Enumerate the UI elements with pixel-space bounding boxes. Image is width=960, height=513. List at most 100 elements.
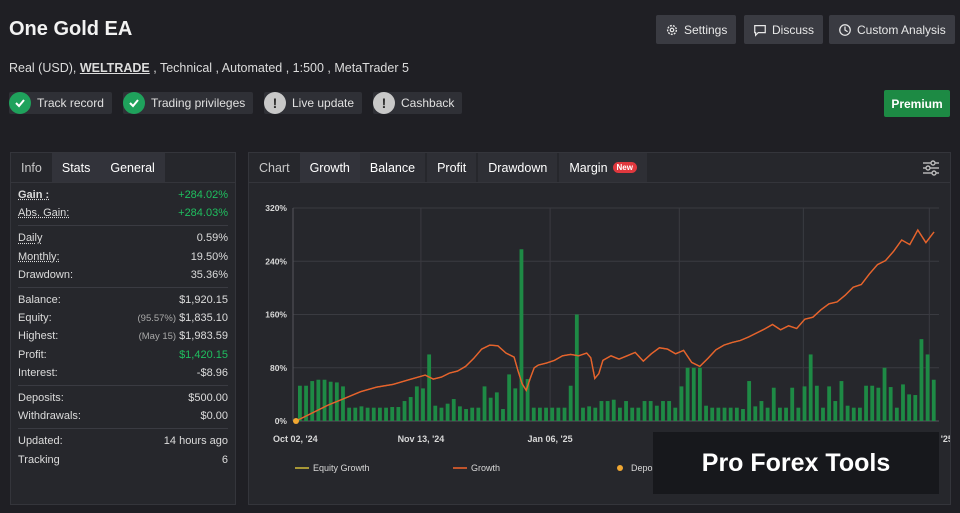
daily-bar <box>316 379 321 421</box>
filter-sliders-icon[interactable] <box>922 159 940 177</box>
tab-drawdown[interactable]: Drawdown <box>478 153 558 182</box>
tab-chart[interactable]: Chart <box>259 160 290 175</box>
stat-value: 6 <box>221 453 228 466</box>
stat-profit: Profit: $1,420.15 <box>18 346 228 364</box>
daily-bar <box>562 407 567 421</box>
account-subtitle: Real (USD), WELTRADE , Technical , Autom… <box>9 61 409 75</box>
stat-label[interactable]: Gain : <box>18 189 50 202</box>
daily-bar <box>402 401 407 421</box>
custom-analysis-button[interactable]: Custom Analysis <box>829 15 955 44</box>
daily-bar <box>408 397 413 421</box>
daily-bar <box>814 385 819 421</box>
daily-bar <box>341 386 345 421</box>
daily-bar <box>359 406 364 421</box>
y-tick-label: 0% <box>275 416 288 426</box>
tab-balance[interactable]: Balance <box>359 153 426 182</box>
badge-track-record[interactable]: Track record <box>9 92 112 114</box>
stat-tracking: Tracking 6 <box>18 450 228 468</box>
daily-bar <box>298 385 302 421</box>
daily-bar <box>519 249 524 421</box>
daily-bar <box>802 386 807 421</box>
stat-monthly: Monthly: 19.50% <box>18 248 228 266</box>
daily-bar <box>513 388 518 421</box>
stat-value: $500.00 <box>188 391 228 404</box>
daily-bar <box>894 407 899 421</box>
y-tick-label: 320% <box>265 203 287 213</box>
daily-bar <box>544 407 548 421</box>
stats-panel: Info Stats General Gain : +284.02% Abs. G… <box>10 152 236 505</box>
tab-growth[interactable]: Growth <box>299 153 360 182</box>
chat-icon <box>754 24 766 37</box>
stat-equity: Equity: (95.57%) $1,835.10 <box>18 309 228 327</box>
stat-interest: Interest: -$8.96 <box>18 364 228 382</box>
stat-label: Tracking <box>18 453 60 466</box>
stat-value: $1,835.10 <box>179 312 228 325</box>
settings-button[interactable]: Settings <box>656 15 737 44</box>
daily-bar <box>353 407 358 421</box>
daily-bar <box>778 407 782 421</box>
stat-value: +284.03% <box>178 207 228 220</box>
daily-bar <box>845 405 850 421</box>
new-badge: New <box>612 162 637 173</box>
tab-margin[interactable]: Margin New <box>559 153 647 182</box>
daily-bar <box>482 386 487 421</box>
daily-bar <box>451 399 456 421</box>
check-icon <box>9 92 31 114</box>
daily-bar <box>310 381 315 421</box>
daily-bar <box>494 392 499 421</box>
premium-button[interactable]: Premium <box>884 90 950 117</box>
stat-value: $1,420.15 <box>179 348 228 361</box>
daily-bar <box>531 407 536 421</box>
daily-bar <box>667 401 672 421</box>
stat-withdrawals: Withdrawals: $0.00 <box>18 407 228 425</box>
daily-bar <box>661 401 665 421</box>
check-icon <box>123 92 145 114</box>
custom-analysis-label: Custom Analysis <box>857 22 946 37</box>
legend-label[interactable]: Deposit <box>631 463 662 473</box>
tab-info[interactable]: Info <box>21 160 42 175</box>
exclamation-icon: ! <box>373 92 395 114</box>
discuss-button[interactable]: Discuss <box>744 15 824 44</box>
page-title: One Gold EA <box>9 18 133 40</box>
stat-value: $1,983.59 <box>179 330 228 343</box>
daily-bar <box>574 314 579 421</box>
stat-note: (95.57%) <box>137 313 177 325</box>
y-tick-label: 160% <box>265 310 287 320</box>
daily-bar <box>605 401 610 421</box>
badge-label: Cashback <box>401 96 455 110</box>
daily-bar <box>636 407 641 421</box>
daily-bar <box>648 401 653 421</box>
stat-label[interactable]: Monthly: <box>18 250 60 263</box>
daily-bar <box>618 407 622 421</box>
daily-bar <box>365 407 370 421</box>
stat-value: +284.02% <box>178 189 228 202</box>
daily-bar <box>888 387 893 421</box>
x-tick-label: Nov 13, '24 <box>398 434 445 444</box>
tab-stats[interactable]: Stats <box>51 153 101 182</box>
badge-trading-privileges[interactable]: Trading privileges <box>123 92 254 114</box>
badge-live-update[interactable]: ! Live update <box>264 92 363 114</box>
broker-link[interactable]: WELTRADE <box>79 61 150 75</box>
legend-label[interactable]: Equity Growth <box>313 463 370 473</box>
stat-label: Updated: <box>18 435 63 448</box>
stat-label[interactable]: Abs. Gain: <box>18 207 70 220</box>
growth-chart[interactable]: 0% 80% 160% 240% 320% Oct 02, '24 Nov 13, '24 J… <box>249 184 950 504</box>
tab-profit[interactable]: Profit <box>427 153 477 182</box>
daily-bar <box>925 354 930 421</box>
daily-bar <box>833 401 838 421</box>
y-tick-label: 240% <box>265 256 287 266</box>
daily-bar <box>445 403 450 421</box>
daily-bar <box>673 407 678 421</box>
daily-bar <box>525 379 530 421</box>
daily-bar <box>839 381 844 421</box>
daily-bar <box>747 381 752 421</box>
daily-bar <box>728 407 733 421</box>
stat-value: 19.50% <box>190 250 228 263</box>
daily-bar <box>304 385 308 421</box>
daily-bar <box>328 381 333 421</box>
badge-cashback[interactable]: ! Cashback <box>373 92 463 114</box>
daily-bar <box>611 399 616 421</box>
tab-general[interactable]: General <box>100 153 165 182</box>
stat-label[interactable]: Daily <box>18 232 43 245</box>
legend-label[interactable]: Growth <box>471 463 500 473</box>
